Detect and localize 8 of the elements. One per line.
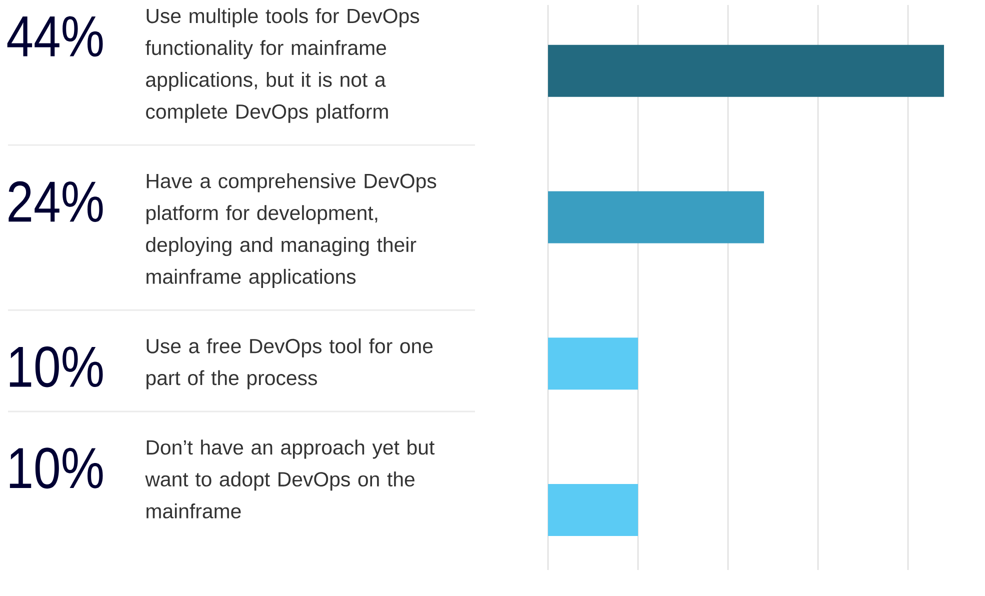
data-label: 24% <box>8 181 103 222</box>
y-tick-label: Use multiple tools for DevOps functionality for mainframe applications, but it is not a complete DevOps platform <box>146 8 420 123</box>
data-label: 10% <box>10 346 103 388</box>
y-tick-label: Have a comprehensive DevOps platform for development, deploying and managing their mainframe applications <box>146 173 436 288</box>
data-label: 10% <box>10 448 103 489</box>
y-tick-label: Don’t have an approach yet but want to adopt DevOps on the mainframe <box>145 440 435 518</box>
data-label: 44% <box>7 16 103 57</box>
y-tick-label: Use a free DevOps tool for one part of the process <box>146 338 433 390</box>
